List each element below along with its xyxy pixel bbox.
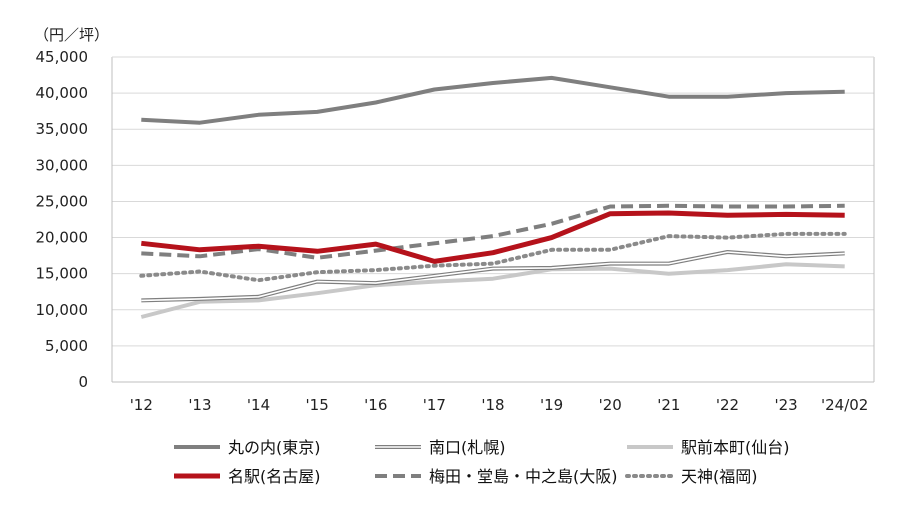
y-tick-label: 0 [78,373,88,391]
legend: 丸の内(東京) 南口(札幌) 駅前本町(仙台) 名駅(名古屋) 梅田・堂島・中之島(大阪… [174,438,790,486]
series-line [141,75,845,125]
y-axis-unit-label: （円／坪） [34,26,109,44]
series-line-inner [141,251,845,302]
legend-label: 天神(福岡) [681,467,758,486]
x-tick-label: '16 [364,396,387,414]
x-tick-label: '17 [423,396,446,414]
y-tick-label: 15,000 [36,265,89,283]
x-tick-label: '12 [130,396,153,414]
y-tick-label: 40,000 [36,84,89,102]
x-tick-label: '18 [481,396,504,414]
series-line [141,203,845,260]
y-tick-label: 25,000 [36,192,89,210]
y-tick-label: 5,000 [45,337,88,355]
x-tick-label: '13 [188,396,211,414]
series-line [139,231,847,283]
x-tick-label: '20 [599,396,622,414]
y-tick-label: 30,000 [36,156,89,174]
legend-label: 南口(札幌) [429,438,506,457]
y-tick-label: 10,000 [36,301,89,319]
y-tick-label: 45,000 [36,48,89,66]
x-tick-label: '23 [774,396,797,414]
series-line [141,210,845,264]
legend-label: 名駅(名古屋) [228,467,321,486]
x-tick-label: '15 [306,396,329,414]
x-tick-label: '22 [716,396,739,414]
series-lines [139,75,847,319]
x-tick-label: '14 [247,396,270,414]
legend-label: 駅前本町(仙台) [681,438,790,457]
series-line [140,262,845,319]
x-tick-label: '24/02 [821,396,868,414]
axes: 0 5,000 10,000 15,000 20,000 25,000 30,000 35,0… [36,48,875,414]
legend-label: 丸の内(東京) [228,438,321,457]
y-tick-label: 20,000 [36,229,89,247]
y-tick-label: 35,000 [36,120,89,138]
x-tick-label: '21 [657,396,680,414]
legend-label: 梅田・堂島・中之島(大阪) [429,467,618,486]
series-line [141,250,845,303]
x-tick-label: '19 [540,396,563,414]
